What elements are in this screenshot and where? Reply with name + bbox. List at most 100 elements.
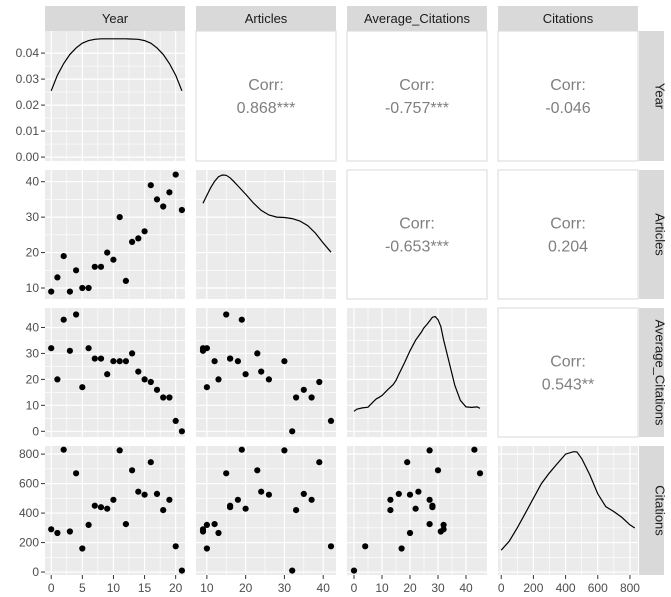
- data-point: [316, 378, 323, 386]
- x-tick-label: 40: [459, 581, 473, 595]
- data-point: [135, 488, 142, 495]
- data-point: [116, 214, 123, 221]
- data-point: [437, 528, 444, 535]
- panel-2-2: [347, 308, 487, 437]
- data-point: [104, 505, 111, 512]
- x-tick-label: 0: [351, 581, 358, 595]
- data-point: [91, 355, 98, 362]
- density-curve-articles: [202, 174, 332, 253]
- data-point: [203, 521, 210, 529]
- corr-label: Corr:: [399, 216, 435, 233]
- strip-top-1: [196, 6, 336, 31]
- data-point: [153, 196, 161, 203]
- corr-panel-bg: [497, 30, 639, 162]
- y-tick-label: 30: [26, 346, 40, 360]
- data-point: [412, 505, 419, 512]
- panel-bg: [45, 308, 185, 437]
- y-tick-label: 30: [26, 210, 40, 224]
- x-tick-label: 0: [498, 581, 505, 595]
- data-point: [289, 567, 296, 574]
- strip-top-2: [347, 6, 487, 31]
- y-tick-label: 10: [26, 281, 40, 295]
- density-curve-year: [50, 38, 183, 92]
- data-point: [122, 521, 129, 528]
- x-tick-label: 30: [431, 581, 445, 595]
- data-point: [227, 504, 234, 511]
- data-point: [387, 507, 394, 514]
- data-point: [242, 371, 249, 378]
- data-point: [203, 345, 210, 352]
- data-point: [178, 428, 185, 435]
- data-point: [54, 274, 61, 281]
- data-point: [60, 316, 67, 323]
- y-tick-label: 0.04: [16, 46, 40, 60]
- data-point: [79, 545, 86, 552]
- data-point: [395, 490, 402, 497]
- data-point: [227, 355, 234, 362]
- data-point: [129, 238, 136, 245]
- data-point: [476, 470, 484, 477]
- data-point: [265, 376, 272, 383]
- data-point: [234, 358, 241, 365]
- data-point: [434, 467, 442, 474]
- panel-bg: [498, 446, 638, 575]
- data-point: [172, 171, 179, 178]
- data-point: [254, 467, 261, 474]
- data-point: [178, 206, 185, 214]
- data-point: [73, 267, 80, 274]
- y-tick-label: 20: [26, 372, 40, 386]
- data-point: [110, 496, 117, 503]
- data-point: [426, 521, 433, 528]
- y-tick-label: 0: [32, 565, 39, 579]
- data-point: [308, 496, 315, 503]
- corr-value: 0.543**: [542, 377, 595, 394]
- data-point: [211, 521, 218, 528]
- x-tick-label: 20: [239, 581, 253, 595]
- y-tick-label: 0.03: [16, 72, 40, 86]
- panel-3-2: [347, 446, 487, 575]
- x-tick-label: 400: [556, 581, 576, 595]
- panel-bg: [196, 446, 336, 575]
- y-tick-label: 10: [26, 398, 40, 412]
- data-point: [66, 288, 73, 295]
- x-tick-label: 10: [375, 581, 389, 595]
- data-point: [48, 345, 55, 352]
- data-point: [97, 355, 105, 362]
- y-tick-label: 20: [26, 246, 40, 260]
- panel-0-3: Corr: -0.046: [497, 30, 639, 162]
- data-point: [426, 496, 433, 503]
- data-point: [350, 567, 358, 574]
- data-point: [66, 347, 73, 354]
- data-point: [316, 459, 323, 466]
- data-point: [258, 488, 265, 495]
- strip-top-0: [45, 6, 185, 31]
- corr-value: -0.757***: [385, 100, 449, 117]
- corr-value: 0.868***: [237, 100, 296, 117]
- data-point: [406, 529, 414, 537]
- y-tick-label: 600: [19, 477, 39, 491]
- x-tick-label: 200: [523, 581, 543, 595]
- data-point: [289, 428, 296, 435]
- strip-top-label: Citations: [543, 11, 594, 26]
- y-tick-label: 40: [26, 320, 40, 334]
- data-point: [91, 263, 98, 270]
- corr-panel-bg: [346, 30, 488, 162]
- data-point: [48, 288, 55, 295]
- strip-top-label: Average_Citations: [364, 11, 470, 26]
- data-point: [215, 376, 222, 383]
- data-point: [147, 182, 154, 189]
- corr-value: -0.653***: [385, 239, 449, 256]
- y-tick-label: 200: [19, 536, 39, 550]
- density-curve-average_citations: [353, 315, 481, 412]
- data-point: [147, 378, 154, 386]
- corr-label: Corr:: [550, 354, 586, 371]
- data-point: [122, 277, 129, 284]
- data-point: [79, 284, 86, 292]
- data-point: [404, 459, 411, 466]
- data-point: [110, 256, 117, 263]
- strip-right-label: Year: [653, 83, 668, 110]
- panel-1-0: [45, 170, 185, 299]
- panel-0-0: [45, 31, 185, 161]
- x-tick-label: 5: [79, 581, 86, 595]
- data-point: [141, 376, 148, 383]
